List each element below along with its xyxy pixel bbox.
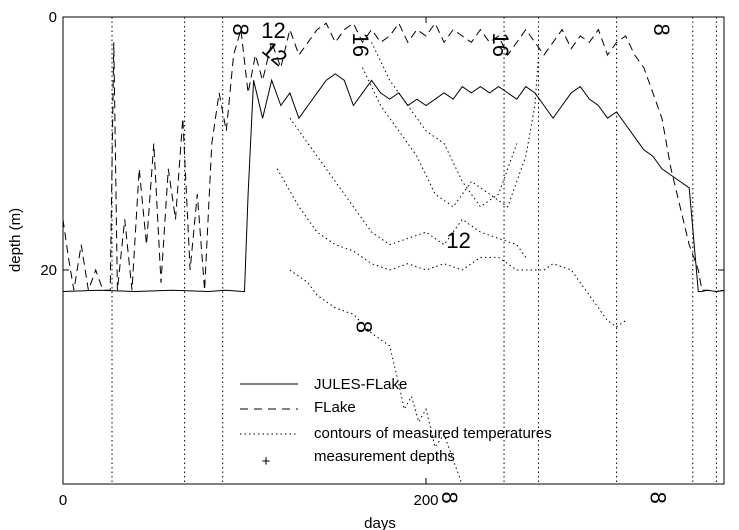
contour-label-4: 16	[488, 33, 513, 57]
y-tick-label-0: 0	[49, 9, 57, 26]
contour-label-9: 8	[646, 492, 671, 504]
contour-label-3: 16	[348, 33, 373, 57]
x-axis-label: days	[364, 515, 396, 530]
legend-label-contours: contours of measured temperatures	[314, 425, 552, 442]
y-axis-label: depth (m)	[7, 208, 24, 272]
legend: JULES-FLake FLake contours of measured t…	[240, 376, 552, 470]
y-tick-label-1: 20	[40, 262, 57, 279]
contour-label-7: 8	[437, 492, 462, 504]
contour-line-12-2	[289, 117, 527, 258]
series-line-jules-flake	[63, 73, 724, 293]
contour-label-1: 12	[261, 18, 285, 43]
contour-label-6: 8	[352, 321, 377, 333]
series-layer	[63, 17, 724, 484]
legend-label-flake: FLake	[314, 399, 356, 416]
x-tick-label-1: 200	[413, 492, 438, 509]
contour-line-12-1	[276, 168, 626, 328]
contour-label-0: 8	[228, 23, 253, 35]
legend-marker-measurement-depths: +	[262, 453, 271, 470]
contour-label-5: 12	[446, 228, 470, 253]
plot-frame	[62, 16, 725, 485]
contour-line-8-0	[289, 269, 463, 484]
contour-line-16-4	[371, 42, 518, 208]
contour-label-8: 8	[649, 24, 674, 36]
legend-label-measurement-depths: measurement depths	[314, 448, 455, 465]
legend-label-jules-flake: JULES-FLake	[314, 376, 407, 393]
series-line-flake	[63, 22, 724, 293]
contour-line-16-3	[362, 54, 539, 208]
tick-layer: 0 200 0 20	[40, 9, 724, 509]
x-tick-label-0: 0	[59, 492, 67, 509]
